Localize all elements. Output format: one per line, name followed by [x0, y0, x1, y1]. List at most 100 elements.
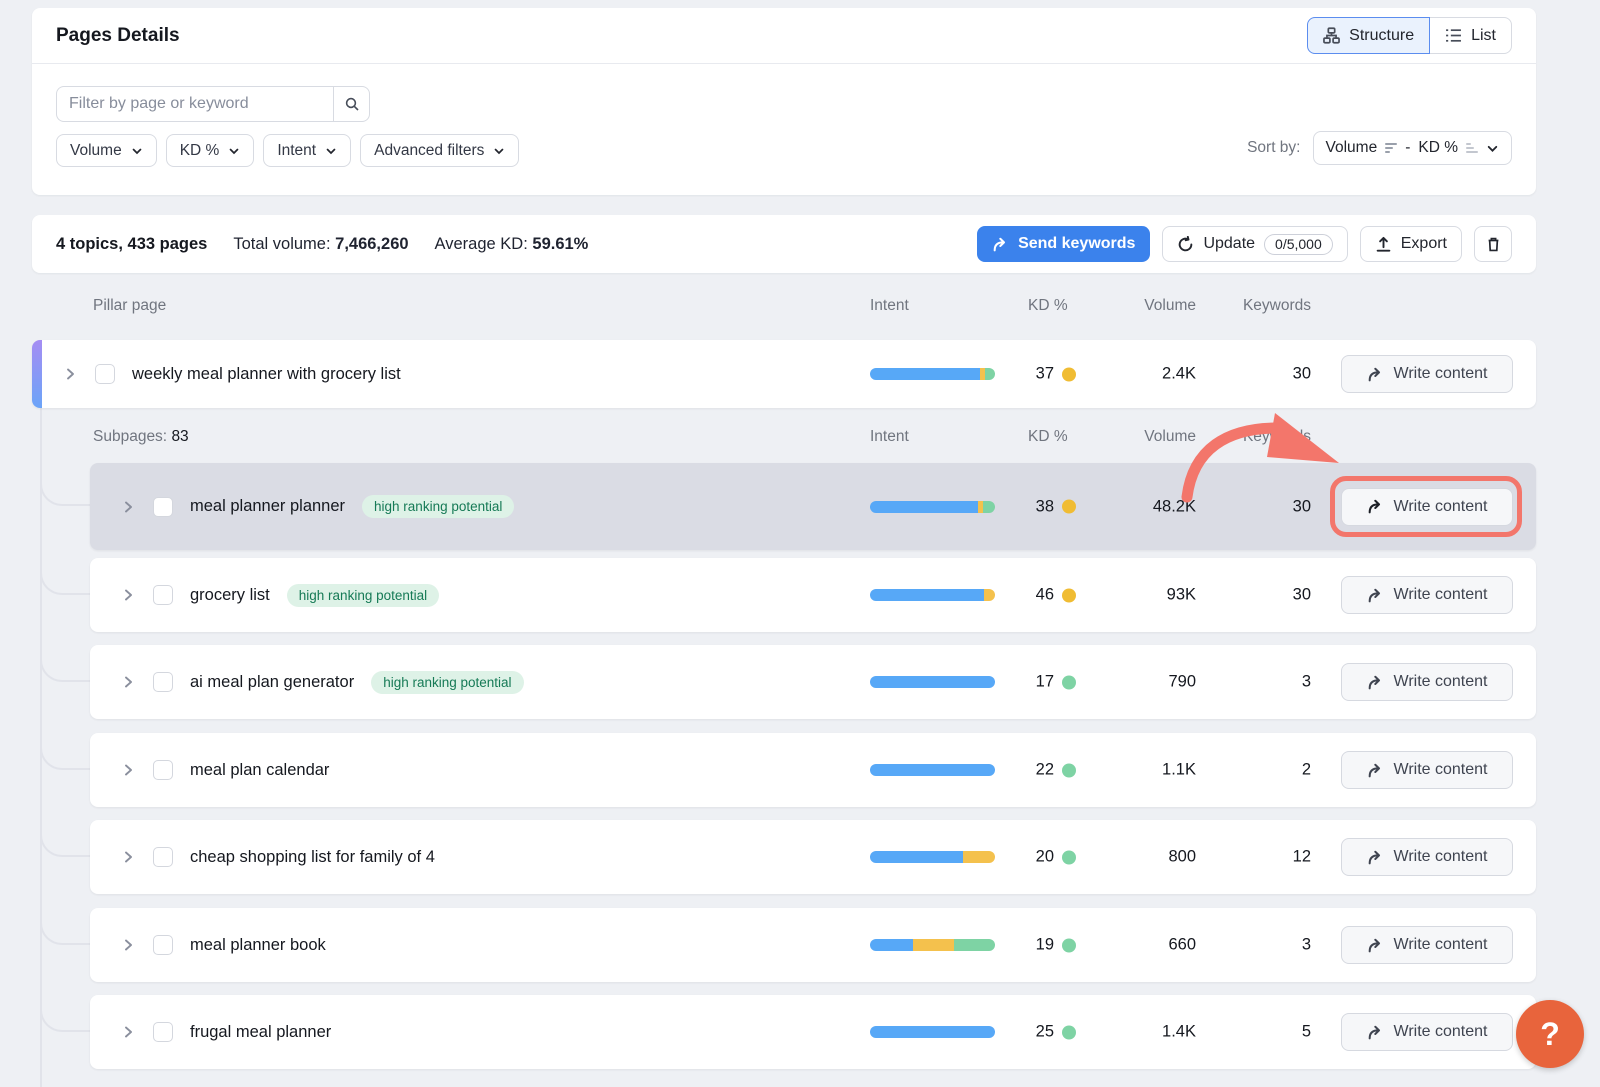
- delete-button[interactable]: [1474, 226, 1512, 262]
- volume-value: 1.1K: [1066, 761, 1196, 780]
- volume-value: 800: [1066, 848, 1196, 867]
- advanced-filters-chip[interactable]: Advanced filters: [360, 134, 519, 167]
- subpage-title: meal planner book: [190, 936, 326, 955]
- keywords-value: 3: [1201, 673, 1311, 692]
- page-title: Pages Details: [56, 25, 180, 47]
- column-header-keywords: Keywords: [1201, 428, 1311, 446]
- tree-connector: [40, 813, 90, 857]
- expand-chevron-icon[interactable]: [120, 849, 136, 865]
- average-kd: Average KD: 59.61%: [435, 235, 589, 254]
- write-content-button[interactable]: Write content: [1341, 488, 1513, 526]
- kd-value: 46: [1036, 586, 1054, 605]
- view-toggle: Structure List: [1307, 17, 1512, 54]
- search-icon: [344, 96, 360, 112]
- volume-value: 2.4K: [1066, 365, 1196, 384]
- row-checkbox[interactable]: [153, 1022, 173, 1042]
- intent-filter-chip[interactable]: Intent: [263, 134, 351, 167]
- sort-ascending-icon: [1466, 143, 1478, 153]
- expand-chevron-icon[interactable]: [120, 587, 136, 603]
- forward-arrow-icon: [1367, 587, 1384, 604]
- table-row[interactable]: meal planner book 19 660 3 Write content: [90, 908, 1536, 982]
- write-content-button[interactable]: Write content: [1341, 576, 1513, 614]
- volume-value: 48.2K: [1066, 497, 1196, 516]
- table-row[interactable]: meal plan calendar 22 1.1K 2 Write conte…: [90, 733, 1536, 807]
- list-view-button[interactable]: List: [1429, 17, 1512, 54]
- expand-chevron-icon[interactable]: [120, 762, 136, 778]
- forward-arrow-icon: [1367, 366, 1384, 383]
- kd-value: 25: [1036, 1023, 1054, 1042]
- pillar-page-row[interactable]: weekly meal planner with grocery list 37…: [32, 340, 1536, 408]
- table-row[interactable]: ai meal plan generator high ranking pote…: [90, 645, 1536, 719]
- write-content-button[interactable]: Write content: [1341, 355, 1513, 393]
- intent-bar: [870, 1026, 995, 1038]
- question-mark-icon: ?: [1540, 1016, 1560, 1053]
- keywords-value: 12: [1201, 848, 1311, 867]
- ranking-badge: high ranking potential: [362, 495, 514, 518]
- column-header-keywords: Keywords: [1201, 297, 1311, 315]
- list-icon: [1445, 27, 1462, 44]
- structure-view-button[interactable]: Structure: [1307, 17, 1430, 54]
- column-header-volume: Volume: [1076, 428, 1196, 446]
- subpage-title: cheap shopping list for family of 4: [190, 848, 435, 867]
- forward-arrow-icon: [1367, 674, 1384, 691]
- filter-search-input[interactable]: [56, 86, 333, 122]
- expand-chevron-icon[interactable]: [62, 366, 78, 382]
- subpage-title: meal planner planner: [190, 497, 345, 516]
- row-checkbox[interactable]: [153, 935, 173, 955]
- table-row[interactable]: grocery list high ranking potential 46 9…: [90, 558, 1536, 632]
- intent-bar: [870, 501, 995, 513]
- send-keywords-button[interactable]: Send keywords: [977, 226, 1150, 262]
- row-checkbox[interactable]: [95, 364, 115, 384]
- kd-value: 19: [1036, 936, 1054, 955]
- help-button[interactable]: ?: [1516, 1000, 1584, 1068]
- expand-chevron-icon[interactable]: [120, 937, 136, 953]
- subpage-title: ai meal plan generator: [190, 673, 354, 692]
- expand-chevron-icon[interactable]: [120, 1024, 136, 1040]
- kd-value: 37: [1036, 365, 1054, 384]
- write-content-button[interactable]: Write content: [1341, 663, 1513, 701]
- row-checkbox[interactable]: [153, 585, 173, 605]
- row-checkbox[interactable]: [153, 497, 173, 517]
- row-checkbox[interactable]: [153, 847, 173, 867]
- subpages-count-label: Subpages: 83: [93, 428, 189, 446]
- keywords-value: 30: [1201, 365, 1311, 384]
- sort-dropdown[interactable]: Volume - KD %: [1313, 131, 1513, 165]
- export-button[interactable]: Export: [1360, 226, 1462, 262]
- trash-icon: [1485, 236, 1502, 253]
- subpage-title: meal plan calendar: [190, 761, 329, 780]
- write-content-button[interactable]: Write content: [1341, 838, 1513, 876]
- tree-connector: [40, 901, 90, 945]
- column-header-kd: KD %: [1028, 428, 1068, 446]
- intent-bar: [870, 676, 995, 688]
- intent-bar: [870, 939, 995, 951]
- kd-value: 38: [1036, 497, 1054, 516]
- table-row[interactable]: cheap shopping list for family of 4 20 8…: [90, 820, 1536, 894]
- column-header-intent: Intent: [870, 428, 909, 446]
- kd-value: 22: [1036, 761, 1054, 780]
- intent-bar: [870, 851, 995, 863]
- expand-chevron-icon[interactable]: [120, 499, 136, 515]
- tree-connector: [40, 1075, 90, 1087]
- volume-filter-chip[interactable]: Volume: [56, 134, 157, 167]
- row-checkbox[interactable]: [153, 760, 173, 780]
- chevron-down-icon: [325, 145, 337, 157]
- kd-filter-chip[interactable]: KD %: [166, 134, 255, 167]
- column-header-pillar-page: Pillar page: [93, 297, 166, 315]
- search-button[interactable]: [333, 86, 370, 122]
- write-content-button[interactable]: Write content: [1341, 1013, 1513, 1051]
- refresh-icon: [1177, 236, 1194, 253]
- column-header-volume: Volume: [1076, 297, 1196, 315]
- table-row[interactable]: frugal meal planner 25 1.4K 5 Write cont…: [90, 995, 1536, 1069]
- keywords-value: 2: [1201, 761, 1311, 780]
- expand-chevron-icon[interactable]: [120, 674, 136, 690]
- forward-arrow-icon: [992, 236, 1009, 253]
- subpage-title: frugal meal planner: [190, 1023, 331, 1042]
- write-content-button[interactable]: Write content: [1341, 926, 1513, 964]
- intent-bar: [870, 764, 995, 776]
- update-button[interactable]: Update 0/5,000: [1162, 226, 1347, 262]
- upload-icon: [1375, 236, 1392, 253]
- write-content-button[interactable]: Write content: [1341, 751, 1513, 789]
- table-row[interactable]: meal planner planner high ranking potent…: [90, 463, 1536, 550]
- row-checkbox[interactable]: [153, 672, 173, 692]
- tree-connector: [40, 638, 90, 682]
